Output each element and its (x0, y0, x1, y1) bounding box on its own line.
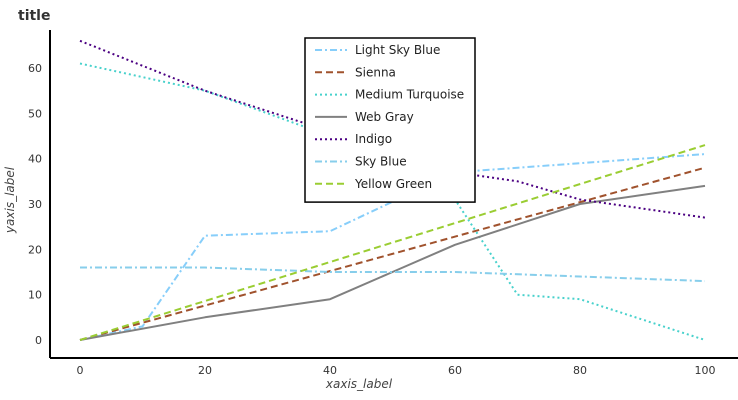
y-axis-title: yaxis_label (3, 166, 17, 234)
series-line-web-gray (79, 184, 706, 341)
x-tick-label: 20 (198, 364, 212, 377)
series-line-sienna (79, 166, 706, 341)
y-tick-label: 0 (35, 334, 42, 347)
x-tick-label: 100 (695, 364, 716, 377)
legend-label: Medium Turquoise (355, 88, 464, 102)
y-tick-label: 40 (28, 153, 42, 166)
legend-label: Sky Blue (355, 155, 407, 169)
series-line-yellow-green (79, 144, 706, 341)
chart-title: title (18, 8, 50, 24)
x-tick-label: 0 (77, 364, 84, 377)
y-axis: 0 10 20 30 40 50 60 (28, 62, 42, 347)
legend-label: Sienna (355, 65, 396, 79)
y-tick-label: 30 (28, 198, 42, 211)
x-axis-title: xaxis_label (325, 377, 393, 391)
legend-label: Indigo (355, 132, 392, 146)
series-line-sky-blue (80, 266, 706, 283)
series-line-indigo (79, 39, 706, 219)
y-tick-label: 50 (28, 107, 42, 120)
legend-label: Web Gray (355, 110, 414, 124)
legend-label: Yellow Green (354, 177, 432, 191)
y-tick-label: 60 (28, 62, 42, 75)
legend: Light Sky Blue Sienna Medium Turquoise Web … (304, 37, 476, 203)
x-tick-label: 40 (323, 364, 337, 377)
x-tick-label: 60 (448, 364, 462, 377)
legend-label: Light Sky Blue (355, 43, 440, 57)
x-axis: 0 20 40 60 80 100 (77, 364, 716, 377)
series-line-light-sky-blue (79, 153, 706, 341)
y-tick-label: 10 (28, 289, 42, 302)
legend-box (304, 37, 476, 203)
y-tick-label: 20 (28, 243, 42, 256)
x-tick-label: 80 (573, 364, 587, 377)
